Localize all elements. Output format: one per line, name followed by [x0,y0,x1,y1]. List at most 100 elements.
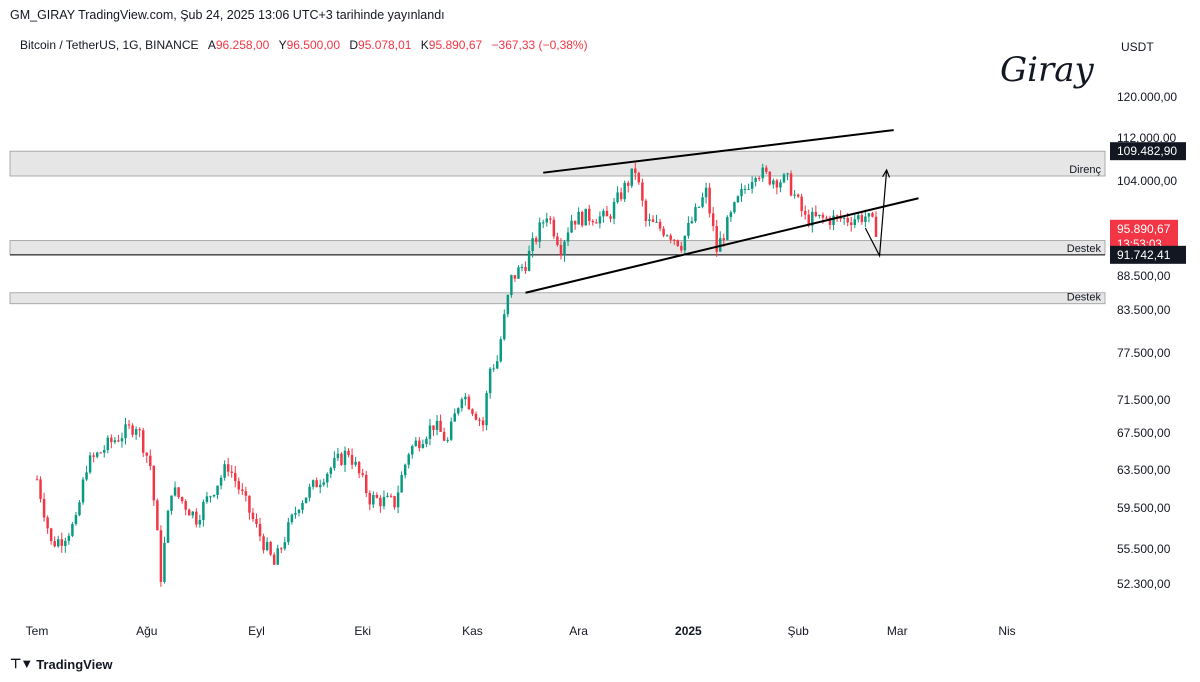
candle-body [64,540,67,546]
candle-body [340,453,343,465]
candle-body [708,187,711,214]
candle-body [471,409,474,414]
candle-body [237,481,241,490]
candle-body [538,222,541,242]
candle-body [577,211,580,225]
candle-body [187,509,191,516]
price-label: 109.482,90 [1117,144,1177,158]
candle-body [779,182,782,188]
candle-body [177,487,180,497]
candle-body [205,496,209,502]
tv-logo-icon: ⊤▼ [10,656,33,671]
candle-body [754,178,757,182]
candle-body [488,368,492,394]
candle-body [545,218,549,223]
candle-body [811,211,814,226]
y-tick-label: 104.000,00 [1117,174,1177,188]
candle-body [517,267,520,279]
candle-body [485,393,488,426]
candle-body [460,399,464,409]
x-tick-label: Eyl [248,624,265,638]
candle-body [333,458,336,469]
y-tick-label: 52.300,00 [1117,577,1171,591]
candle-body [350,455,354,465]
candle-body [580,211,584,226]
candle-body [382,496,386,507]
price-label-box [1110,245,1186,264]
candle-body [846,217,849,223]
candle-body [198,520,202,525]
candle-body [542,222,545,224]
open-value: 96.258,00 [215,38,270,52]
symbol-name[interactable]: Bitcoin / TetherUS, 1G, BINANCE [20,38,199,52]
candle-body [697,206,701,208]
close-value: 95.890,67 [428,38,483,52]
candle-body [655,221,658,223]
candle-body [559,244,563,256]
tradingview-brand[interactable]: ⊤▼ TradingView [10,656,113,672]
brand-name: TradingView [36,656,113,672]
candle-body [690,221,694,223]
candle-body [665,235,669,237]
candle-body [499,339,502,362]
candle-body [99,452,102,454]
candle-body [230,471,233,473]
candle-body [375,494,379,498]
candle-body [768,171,772,185]
candle-body [510,275,513,296]
candle-body [294,512,297,515]
candle-body [149,455,152,466]
candle-body [793,194,796,196]
candle-body [566,232,570,242]
candle-body [248,495,251,513]
candle-body [733,202,736,213]
candle-body [407,454,410,465]
candle-body [449,421,453,440]
low-label: D [349,38,359,52]
symbol-legend: Bitcoin / TetherUS, 1G, BINANCE A96.258,… [20,38,588,52]
candle-body [322,482,325,485]
candle-body [552,219,556,237]
candle-body [726,217,729,240]
candle-body [630,168,633,186]
candle-body [474,413,478,420]
candle-body [616,192,619,203]
candle-body [347,450,350,456]
candle-body [570,220,573,233]
candle-body [849,222,853,226]
candle-body [676,240,680,246]
candle-body [418,440,421,448]
candle-body [244,491,248,496]
candle-body [120,438,124,442]
y-tick-label: 55.500,00 [1117,542,1171,556]
zone-label: Destek [1067,243,1102,255]
high-label: Y [278,38,287,52]
candle-body [457,408,460,414]
candle-body [364,474,368,493]
candle-body [467,396,471,410]
candle-body [446,439,449,441]
candle-body [389,495,393,497]
candle-body [74,515,78,525]
candle-body [361,473,364,475]
candle-body [354,461,357,465]
candle-body [524,266,527,271]
x-tick-label: Tem [26,624,49,638]
candle-body [821,214,825,218]
candle-body [828,217,832,225]
candle-body [141,430,145,453]
candle-body [106,437,110,451]
candle-body [871,213,874,217]
trendline [525,197,919,294]
candle-body [605,210,609,217]
y-tick-label: 59.500,00 [1117,501,1171,515]
candle-body [711,213,715,227]
candle-body [634,168,637,173]
candle-body [775,180,779,188]
high-value: 96.500,00 [286,38,341,52]
candle-body [704,187,708,198]
close-label: K [420,38,429,52]
candle-body [842,217,846,219]
candle-body [648,219,651,222]
